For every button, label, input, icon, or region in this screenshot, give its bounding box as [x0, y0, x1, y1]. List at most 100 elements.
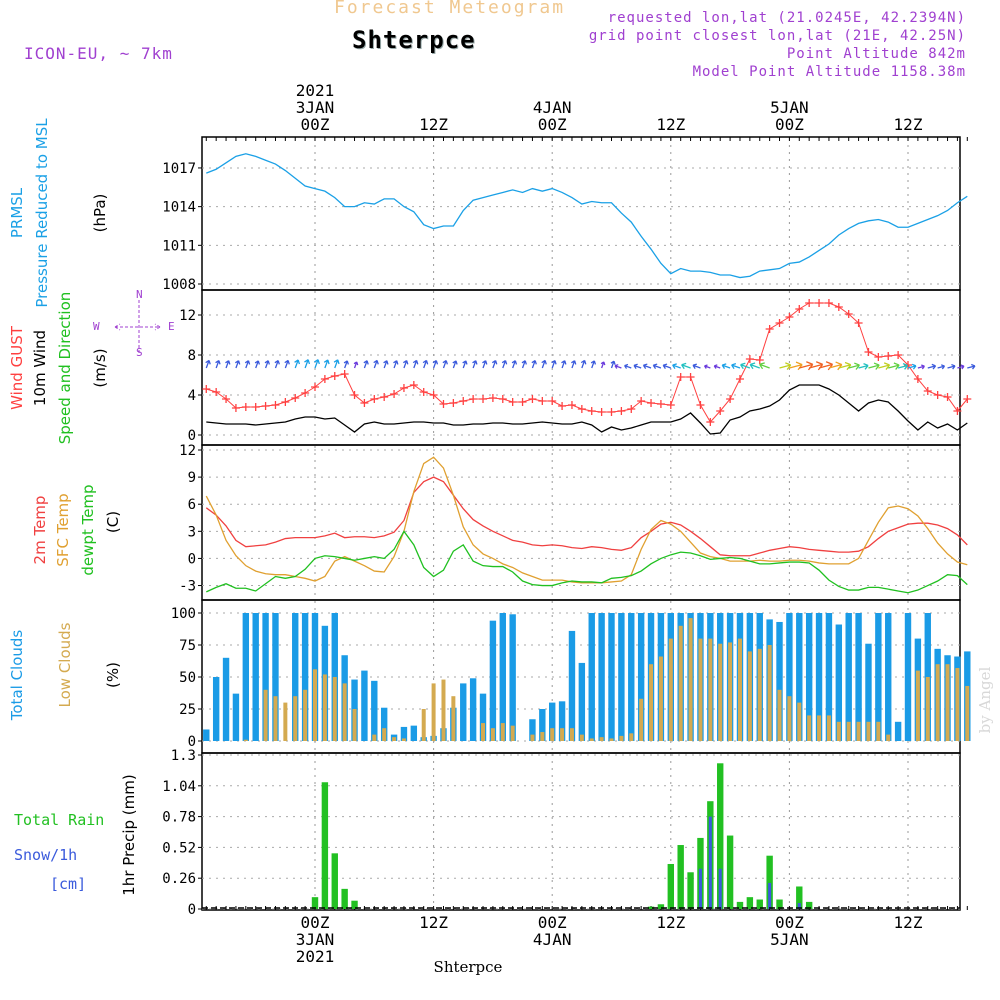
- panel-frame-3: [201, 444, 961, 601]
- snow-bar: [708, 816, 712, 909]
- dewpt-line: [206, 530, 968, 594]
- gust-marker: [251, 403, 260, 411]
- low-clouds-bar: [925, 677, 930, 741]
- label-clouds-unit: (%): [104, 662, 122, 688]
- rain-bar: [746, 897, 754, 909]
- total-clouds-bar: [776, 621, 783, 741]
- gust-marker: [735, 375, 744, 383]
- compass-icon: [114, 300, 161, 356]
- low-clouds-bar: [886, 734, 891, 741]
- requested-lonlat: requested lon,lat (21.0245E, 42.2394N): [607, 10, 966, 26]
- gust-marker: [390, 390, 399, 398]
- gust-marker: [301, 389, 310, 397]
- gust-marker: [419, 388, 428, 396]
- snow-bar: [797, 903, 801, 909]
- rain-bar: [677, 845, 684, 909]
- gust-marker: [874, 353, 883, 361]
- low-clouds-bar: [668, 638, 673, 741]
- low-clouds-bar: [955, 668, 960, 741]
- low-clouds-bar: [283, 702, 288, 741]
- location-title: Shterpce: [352, 26, 476, 54]
- gust-marker: [330, 372, 339, 380]
- total-clouds-bar: [529, 719, 536, 741]
- low-clouds-bar: [273, 696, 278, 741]
- gust-marker: [765, 325, 774, 333]
- wind-direction-arrow: [704, 364, 711, 369]
- low-clouds-bar: [807, 715, 812, 741]
- top-time-label: 00Z: [538, 115, 567, 134]
- wind-direction-arrow: [681, 362, 691, 370]
- total-clouds-bar: [460, 683, 467, 741]
- compass-north: N: [136, 288, 143, 301]
- ytick-label: 9: [188, 470, 196, 486]
- gust-marker: [686, 373, 695, 381]
- footer-location: Shterpce: [434, 958, 503, 976]
- bottom-time-label: 5JAN: [770, 930, 809, 949]
- rain-bar: [351, 900, 358, 909]
- low-clouds-bar: [718, 643, 723, 741]
- gust-marker: [508, 398, 517, 406]
- wind-direction-arrow: [452, 360, 458, 369]
- total-clouds-bar: [252, 613, 259, 741]
- gust-marker: [291, 394, 300, 402]
- snow-bar: [768, 882, 772, 909]
- low-clouds-bar: [451, 696, 456, 741]
- wind-direction-arrow: [610, 360, 616, 369]
- wind-direction-arrow: [571, 360, 577, 369]
- wind-direction-arrow: [383, 360, 389, 369]
- wind-direction-arrow: [957, 364, 965, 370]
- wind-direction-arrow: [393, 360, 399, 369]
- wind-direction-arrow: [294, 359, 301, 369]
- top-time-label: 12Z: [656, 115, 685, 134]
- wind-direction-arrow: [205, 359, 211, 369]
- gust-marker: [488, 394, 497, 402]
- top-time-label: 00Z: [301, 115, 330, 134]
- ytick-label: 1.04: [162, 779, 196, 795]
- gust-marker: [567, 401, 576, 409]
- low-clouds-bar: [342, 683, 347, 741]
- total-clouds-bar: [549, 702, 556, 741]
- label-wind-gust: Wind GUST: [8, 325, 26, 410]
- wind-direction-arrow: [888, 362, 900, 370]
- top-time-label: 00Z: [775, 115, 804, 134]
- total-clouds-bar: [380, 707, 388, 741]
- total-clouds-bar: [875, 613, 882, 741]
- wind-direction-arrow: [225, 360, 231, 369]
- low-clouds-bar: [392, 737, 397, 741]
- label-total-rain: Total Rain: [14, 811, 104, 829]
- gust-marker: [745, 355, 754, 363]
- gust-marker: [647, 399, 656, 407]
- bottom-time-label: 00Z: [538, 913, 567, 932]
- ytick-label: 0.78: [162, 810, 196, 826]
- ytick-label: 4: [188, 388, 196, 404]
- wind-direction-arrow: [600, 361, 606, 369]
- compass-east: E: [168, 320, 175, 333]
- gust-marker: [656, 400, 665, 408]
- wind-direction-arrow: [947, 363, 956, 370]
- wind-direction-arrow: [749, 362, 760, 370]
- wind-direction-arrow: [838, 361, 852, 371]
- ytick-label: 0: [188, 551, 196, 567]
- gust-marker: [370, 395, 379, 403]
- rain-bar: [766, 855, 773, 909]
- gust-marker: [479, 395, 488, 403]
- low-clouds-bar: [352, 709, 357, 741]
- panel-frame-1: [201, 136, 961, 291]
- gust-marker: [340, 370, 349, 378]
- low-clouds-bar: [322, 674, 327, 741]
- low-clouds-bar: [639, 698, 644, 741]
- rain-bar: [647, 906, 655, 909]
- gust-marker: [894, 351, 903, 359]
- wind-direction-arrow: [551, 360, 557, 369]
- rain-bar: [756, 899, 763, 909]
- gust-marker: [963, 395, 972, 403]
- ytick-label: -3: [179, 579, 196, 595]
- low-clouds-bar: [599, 737, 604, 741]
- gust-marker: [350, 391, 359, 399]
- bottom-time-label: 12Z: [419, 913, 448, 932]
- gust-marker: [726, 395, 735, 403]
- total-clouds-bar: [489, 620, 497, 741]
- low-clouds-bar: [372, 734, 377, 741]
- wind-direction-arrow: [511, 360, 518, 369]
- total-clouds-bar: [845, 613, 852, 741]
